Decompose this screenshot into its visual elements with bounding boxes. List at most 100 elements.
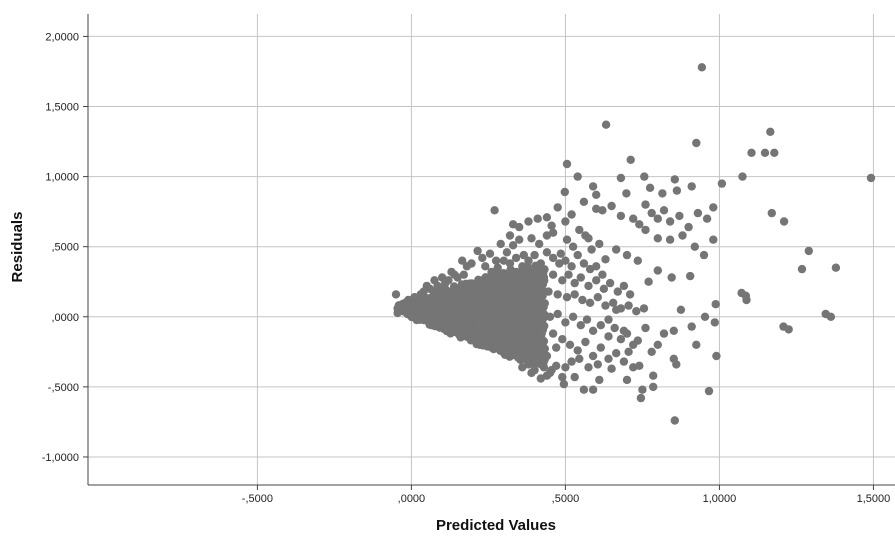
data-point-181 (625, 290, 635, 299)
data-point-56 (831, 263, 841, 272)
data-point-148 (536, 259, 545, 268)
data-point-135 (575, 225, 584, 235)
data-point-86 (659, 329, 669, 338)
data-point-205 (609, 298, 618, 307)
data-point-122 (567, 357, 576, 366)
data-point-129 (535, 239, 544, 249)
data-point-111 (636, 393, 646, 403)
data-point-65 (667, 273, 676, 282)
data-point-155 (579, 259, 589, 268)
data-point-214 (568, 312, 578, 321)
data-point-dense-297 (493, 289, 502, 299)
data-point-180 (619, 281, 629, 291)
data-point-99 (712, 351, 721, 361)
data-point-153 (567, 262, 576, 271)
data-point-203 (593, 293, 602, 302)
x-tick-label-3: 1,0000 (703, 493, 737, 505)
data-point-54 (804, 246, 813, 256)
data-point-34 (567, 210, 576, 219)
data-point-230 (596, 343, 605, 352)
data-point-63 (709, 235, 718, 244)
y-tick-label-6: 2,0000 (45, 31, 79, 43)
data-point-97 (692, 340, 701, 349)
data-point-84 (676, 305, 686, 314)
data-point-76 (742, 295, 751, 305)
data-point-215 (576, 321, 585, 330)
data-point-43 (647, 208, 656, 218)
data-point-125 (508, 241, 518, 250)
data-point-28 (524, 217, 533, 226)
data-point-106 (588, 385, 598, 394)
data-point-251 (536, 374, 545, 383)
data-point-139 (478, 253, 487, 263)
data-point-7 (866, 173, 876, 183)
data-point-237 (391, 290, 401, 299)
data-point-64 (686, 271, 695, 281)
data-point-19 (645, 183, 655, 192)
data-point-197 (544, 287, 553, 296)
data-point-55 (797, 264, 807, 274)
data-point-29 (533, 214, 542, 223)
data-point-41 (635, 220, 644, 229)
data-point-104 (607, 364, 616, 373)
data-point-94 (604, 315, 613, 324)
data-point-219 (604, 332, 613, 341)
data-point-4 (747, 148, 756, 157)
data-point-226 (565, 340, 575, 349)
data-point-220 (610, 323, 619, 333)
data-point-208 (632, 307, 641, 316)
data-point-85 (669, 326, 678, 335)
data-point-58 (653, 234, 662, 243)
data-point-91 (624, 347, 633, 356)
data-point-185 (459, 270, 468, 279)
data-point-40 (629, 214, 638, 223)
data-point-50 (702, 214, 712, 223)
data-point-168 (530, 267, 539, 277)
y-tick-label-4: 1,0000 (45, 172, 79, 184)
data-point-21 (687, 182, 696, 191)
data-point-246 (524, 360, 533, 369)
data-point-154 (573, 250, 582, 260)
data-point-89 (641, 323, 650, 333)
x-axis-title: Predicted Values (436, 517, 556, 534)
data-point-37 (598, 206, 607, 215)
data-point-48 (684, 222, 693, 232)
data-point-45 (659, 206, 669, 215)
data-point-211 (545, 312, 555, 321)
data-point-66 (653, 266, 662, 275)
data-point-224 (548, 329, 558, 338)
data-point-dense-558 (540, 299, 549, 308)
data-point-247 (533, 354, 542, 363)
y-tick-label-0: -1,0000 (42, 452, 79, 464)
data-point-152 (561, 256, 570, 265)
data-point-164 (493, 263, 502, 272)
data-point-81 (711, 300, 720, 309)
data-point-126 (515, 235, 524, 244)
axes (83, 14, 895, 490)
data-point-22 (672, 186, 682, 195)
data-point-165 (499, 269, 508, 278)
data-point-67 (644, 277, 653, 286)
data-point-102 (629, 363, 638, 372)
data-point-108 (570, 372, 579, 382)
grid-lines (88, 14, 895, 485)
data-point-236 (593, 360, 602, 369)
data-point-149 (542, 248, 552, 257)
data-point-249 (552, 343, 561, 352)
data-point-103 (622, 375, 632, 385)
data-point-199 (562, 293, 572, 302)
data-point-72 (595, 239, 604, 249)
data-point-170 (548, 270, 558, 279)
data-point-24 (505, 231, 515, 240)
data-point-232 (612, 349, 621, 358)
data-point-109 (558, 372, 567, 382)
data-point-217 (588, 326, 598, 335)
data-point-61 (690, 242, 699, 251)
data-point-163 (487, 267, 496, 277)
data-point-248 (542, 351, 552, 361)
data-point-112 (638, 385, 647, 394)
data-point-176 (592, 276, 601, 285)
data-point-166 (511, 267, 521, 277)
data-point-12 (573, 172, 582, 181)
data-point-23 (588, 182, 598, 191)
